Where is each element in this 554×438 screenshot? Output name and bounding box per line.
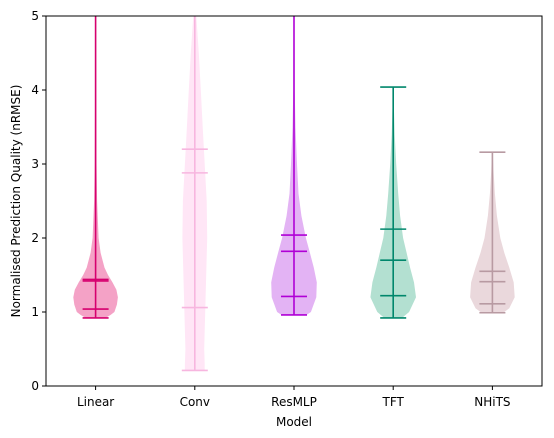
x-tick-label: Linear <box>77 395 114 409</box>
violin-conv <box>181 16 208 372</box>
y-axis-title: Normalised Prediction Quality (nRMSE) <box>9 85 23 318</box>
x-tick-label: TFT <box>382 395 405 409</box>
violin-nhits <box>470 151 515 314</box>
violins-layer <box>73 16 515 372</box>
y-tick-label: 5 <box>31 9 39 23</box>
x-axis: Linear Conv ResMLP TFT NHiTS <box>77 386 511 409</box>
x-tick-label: Conv <box>180 395 210 409</box>
y-tick-label: 2 <box>31 231 39 245</box>
y-axis: 0 1 2 3 4 5 <box>31 9 46 393</box>
x-axis-title: Model <box>276 415 312 429</box>
y-tick-label: 3 <box>31 157 39 171</box>
x-tick-label: ResMLP <box>271 395 317 409</box>
violin-linear <box>73 16 118 319</box>
y-tick-label: 4 <box>31 83 39 97</box>
y-tick-label: 0 <box>31 379 39 393</box>
x-tick-label: NHiTS <box>474 395 510 409</box>
violin-resmlp <box>271 16 317 316</box>
y-tick-label: 1 <box>31 305 39 319</box>
violin-tft <box>370 86 416 319</box>
